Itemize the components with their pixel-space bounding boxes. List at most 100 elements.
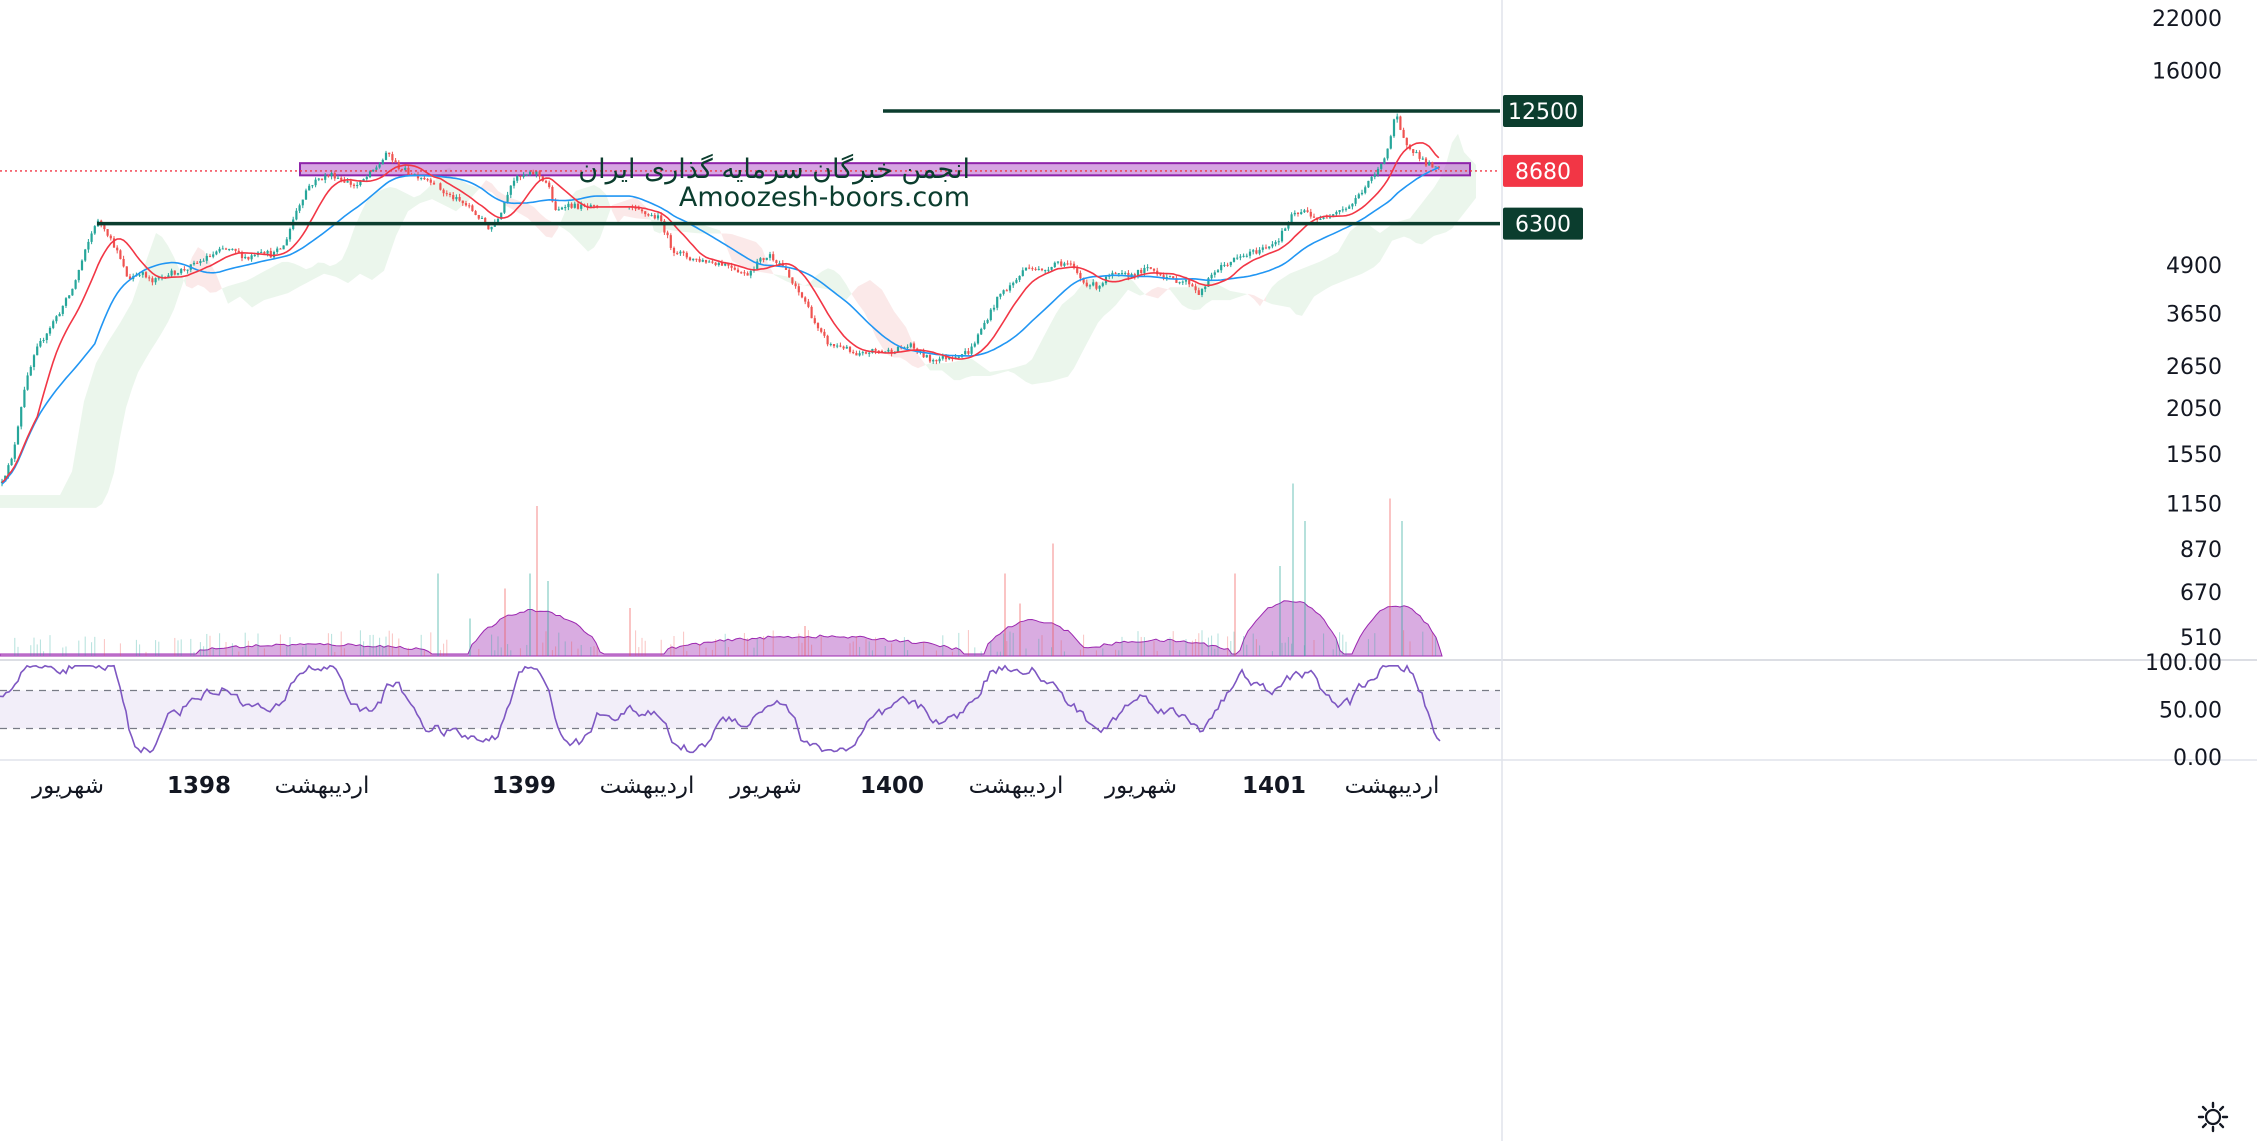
candle-body [973,343,976,347]
candle-body [356,185,359,187]
candle-body [167,275,170,278]
candle [1018,275,1021,283]
candle [640,208,644,214]
cloud-segment [1188,285,1194,311]
cloud-segment [1044,324,1050,383]
cloud-segment [1134,281,1140,296]
candle-body [794,283,797,287]
candle [932,358,935,364]
price-tick-label: 2050 [2166,397,2222,422]
candle [471,204,474,212]
candle-body [736,269,740,273]
cloud-segment [474,186,480,195]
candle [1351,203,1354,210]
candle-body [1040,268,1044,271]
time-label: اردیبهشت [969,773,1064,799]
cloud-segment [954,360,960,381]
candle-body [202,260,205,262]
candle [128,273,132,280]
candle-body [215,251,218,255]
candle-body [1255,250,1258,254]
candle-body [1312,216,1316,218]
candle-body [967,351,970,354]
candle-body [1178,282,1181,284]
candle-body [1136,269,1140,277]
cloud-segment [534,207,540,231]
cloud-segment [1056,304,1062,381]
cloud-segment [288,261,294,294]
candle [1200,288,1204,298]
candle-body [320,178,324,180]
candle [1216,268,1220,273]
candle-body [554,201,557,211]
candle [109,234,112,241]
candle-body [506,194,509,202]
candle-body [717,263,720,266]
candle [976,333,980,345]
cloud-segment [870,279,876,338]
candle [1312,213,1316,219]
cloud-segment [402,191,408,224]
candle [768,251,772,261]
cloud-segment [738,236,744,268]
candle [224,247,228,251]
candle-body [1149,267,1152,269]
cloud-segment [882,289,888,355]
candle-body [660,215,663,221]
candle-body [704,259,708,263]
candle-body [772,254,775,261]
cloud-segment [1356,224,1362,277]
candle [964,348,967,356]
candle-body [340,177,343,180]
candle-body [176,273,180,275]
cloud-segment [102,341,108,505]
candle-body [58,313,61,317]
candle [429,177,432,186]
candle-body [384,152,388,160]
cloud-segment [948,362,954,381]
candle-body [1191,284,1194,287]
candle-body [250,255,253,260]
candle [68,295,71,299]
candle [845,344,848,349]
cloud-segment [318,262,324,277]
cloud-segment [432,177,438,203]
candle [1229,261,1232,268]
candle-body [791,277,794,284]
candle-body [269,250,272,258]
candle-body [112,238,116,248]
candle-body [1338,210,1341,213]
candle-body [1303,210,1306,213]
candle [215,250,218,256]
cloud-segment [828,268,834,293]
cloud-segment [1314,261,1320,297]
candle [1386,148,1389,161]
cloud-segment [750,240,756,272]
candle-body [333,173,336,179]
candle [1095,281,1098,291]
candle-body [416,174,420,179]
candle-body [208,255,212,257]
cloud-segment [936,363,942,371]
candle-body [244,256,247,259]
candle-body [1437,166,1440,168]
cloud-segment [1008,367,1014,374]
gear-icon[interactable] [2196,1100,2230,1134]
candle-body [1124,272,1127,274]
candle-body [52,321,55,328]
cloud-segment [1464,152,1470,214]
candle [52,319,55,330]
cloud-segment [558,214,564,229]
candle [333,170,336,181]
candle-body [1088,285,1092,287]
candle [26,372,29,391]
candle-body [557,209,560,211]
candle [394,157,397,164]
candle [874,347,877,355]
cloud-segment [594,185,600,248]
candle [1364,185,1367,195]
candle [756,258,759,270]
candle-body [925,355,928,358]
candle-body [119,250,122,259]
